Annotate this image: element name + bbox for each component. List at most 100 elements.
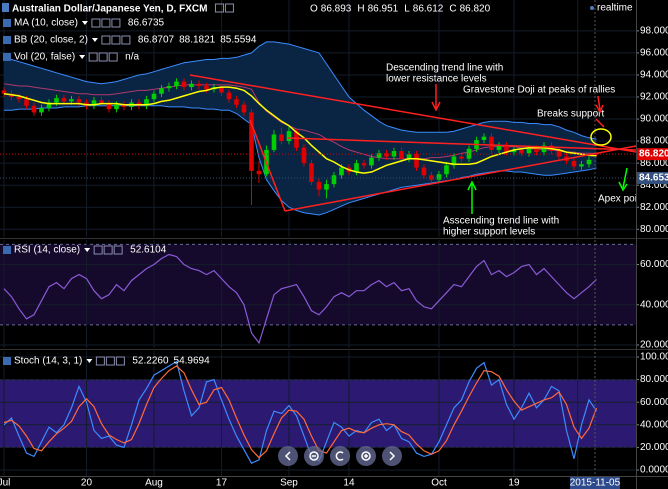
candle-body: [384, 153, 389, 157]
legend-icon: [3, 36, 11, 44]
readout-value: 86.893: [321, 4, 352, 15]
indicator-reading: 86.8707: [138, 35, 175, 46]
candle-body: [339, 167, 344, 176]
icon: [309, 451, 319, 461]
annotation: Gravestone Doji at peaks of rallies: [463, 85, 615, 96]
legend-button: [101, 35, 111, 45]
candle-body: [91, 100, 97, 106]
dropdown-caret: [84, 248, 91, 252]
legend-icon: [3, 53, 11, 61]
y-tick-label: 96.000: [640, 48, 668, 59]
cursor-tag-label: 2015-11-05: [570, 478, 621, 489]
band: [0, 379, 636, 448]
indicator-name: RSI (14, close): [14, 245, 80, 256]
scroll-left-button[interactable]: [278, 446, 298, 466]
annotation: Apex poi: [598, 194, 637, 205]
price-tag: [637, 171, 668, 184]
arrow: [595, 118, 605, 128]
indicator-name: BB (20, close, 2): [14, 35, 88, 46]
legend-button: [111, 35, 121, 45]
candle-body: [316, 181, 322, 190]
indicator-name: MA (10, close): [14, 18, 78, 29]
candle-body: [376, 153, 382, 158]
icon: [335, 451, 344, 461]
candle-body: [31, 105, 37, 113]
candle-body: [301, 147, 307, 164]
annotation: Descending trend line with: [386, 63, 503, 74]
candle-body: [99, 100, 104, 104]
arrow-head: [431, 101, 441, 112]
candle-body: [309, 163, 314, 182]
legend-button: [91, 18, 101, 28]
annotation: lower resistance levels: [386, 74, 487, 85]
candle-body: [219, 87, 224, 93]
dropdown-caret: [81, 21, 88, 25]
cursor-tag: [569, 477, 620, 489]
moving-average: [3, 86, 597, 174]
candle-body: [241, 104, 247, 113]
candle-body: [24, 99, 29, 106]
scroll-right-button[interactable]: [382, 446, 402, 466]
candle-body: [61, 98, 67, 102]
candle-body: [1, 90, 7, 94]
candle-body: [234, 99, 239, 105]
legend-button: [98, 52, 108, 62]
panel: [0, 351, 636, 476]
indicator-line: [3, 360, 597, 464]
indicator-reading: 52.6104: [130, 245, 167, 256]
candle-body: [451, 156, 457, 166]
legend-button: [105, 356, 115, 366]
indicator-reading: 86.6735: [128, 18, 165, 29]
candle-body: [54, 98, 59, 103]
arrow-head: [618, 181, 628, 192]
icon: [389, 451, 396, 461]
y-tick-label: 84.000: [640, 180, 668, 191]
candle-body: [414, 154, 419, 168]
candle-body: [421, 167, 427, 176]
band: [0, 244, 636, 325]
indicator-name: Stoch (14, 3, 1): [14, 356, 82, 367]
legend-button: [93, 245, 103, 255]
y-tick-label: 90.000: [640, 114, 668, 125]
y-tick-label: 20.0000: [640, 442, 668, 453]
candle-body: [429, 175, 434, 180]
candle-body: [114, 104, 119, 110]
descending-trend-line: [189, 74, 637, 153]
reset-button[interactable]: [330, 446, 350, 466]
candle-body: [519, 149, 524, 154]
legend-icon: [3, 246, 11, 254]
legend-button: [88, 52, 98, 62]
candle-body: [436, 174, 442, 180]
y-tick-label: 100.0000: [640, 352, 668, 363]
candle-body: [406, 154, 412, 159]
readout-value: 86.612: [413, 4, 444, 15]
realtime-label: realtime: [597, 3, 633, 14]
candle-body: [361, 163, 367, 166]
candle-body: [279, 134, 284, 142]
y-tick-label: 60.0000: [640, 259, 668, 270]
candle-body: [226, 92, 232, 100]
candle-body: [204, 85, 209, 90]
candle-body: [189, 83, 194, 88]
legend-button: [108, 52, 118, 62]
legend-icon: [3, 19, 11, 27]
candle-body: [489, 136, 494, 150]
y-tick-label: 60.0000: [640, 397, 668, 408]
indicator-name: Vol (20, false): [14, 52, 75, 63]
indicator-reading: 52.2260: [132, 356, 169, 367]
x-tick-label: 14: [343, 478, 355, 489]
arrow-head: [595, 104, 604, 114]
candle-body: [511, 149, 517, 153]
legend-button: [95, 356, 105, 366]
nav-buttons: [278, 446, 402, 466]
indicator-reading: 85.5594: [220, 35, 257, 46]
bollinger-upper: [3, 41, 597, 140]
y-tick-label: 98.000: [640, 26, 668, 37]
panel: [0, 0, 636, 237]
candle-body: [121, 104, 127, 107]
readout-label: C: [449, 4, 456, 15]
indicator-line: [3, 365, 598, 459]
